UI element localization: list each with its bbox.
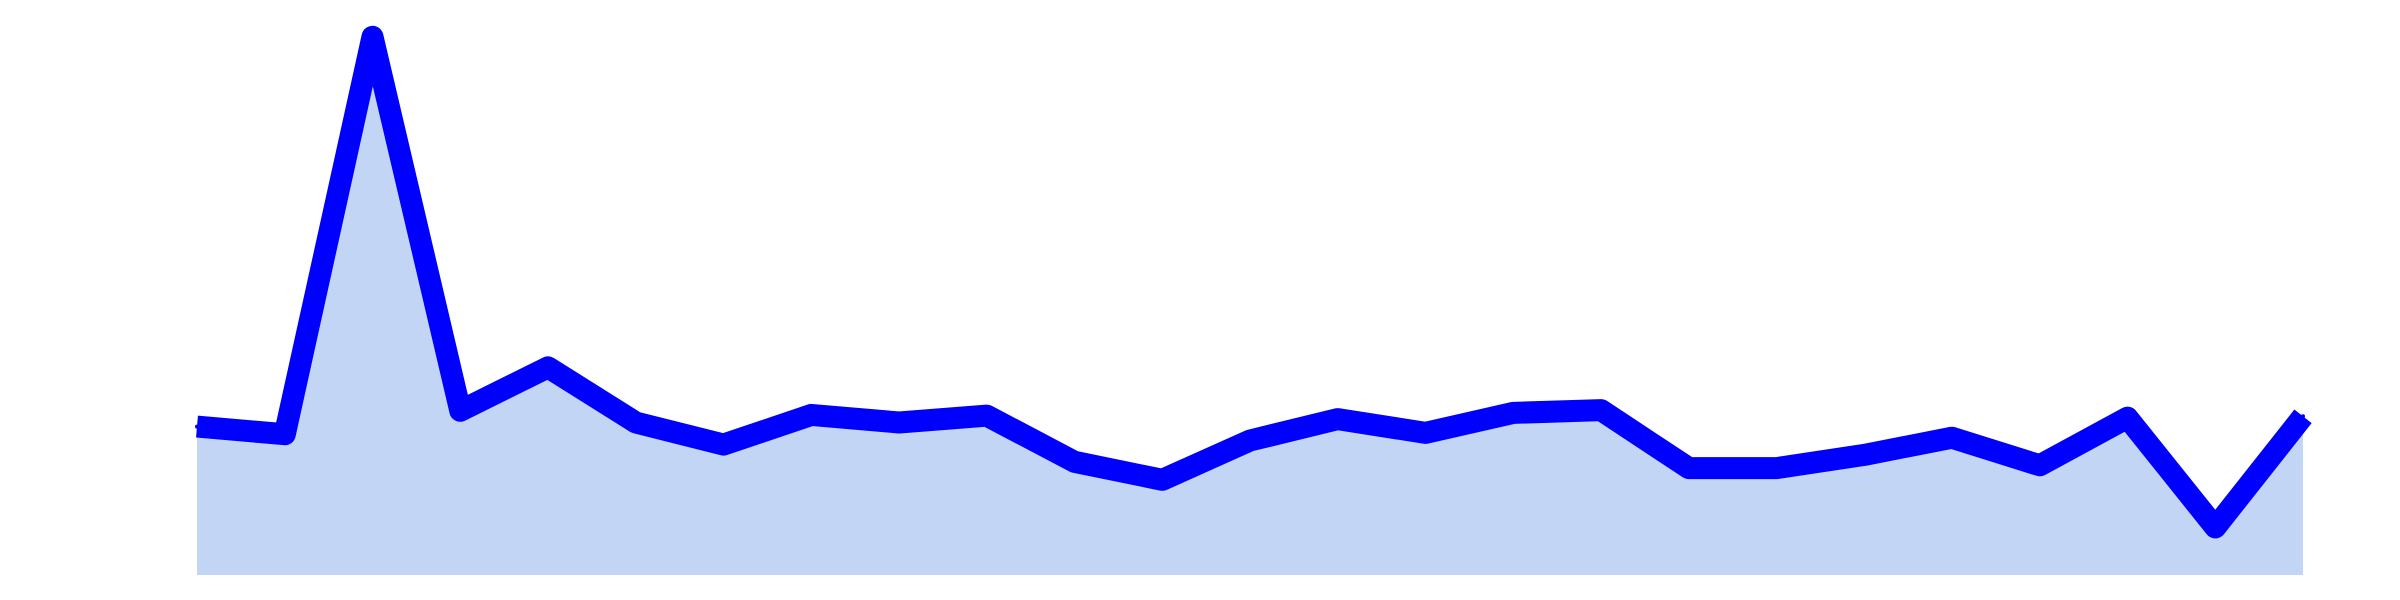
data-point <box>897 420 901 425</box>
data-point <box>1511 410 1516 415</box>
data-point <box>1160 477 1165 482</box>
data-point <box>1862 452 1867 457</box>
data-point <box>1423 430 1428 435</box>
data-point <box>1950 435 1954 440</box>
data-point <box>633 420 638 425</box>
data-point <box>458 408 463 413</box>
data-point <box>809 412 814 417</box>
data-point <box>1248 438 1252 443</box>
data-point <box>1686 466 1691 471</box>
area-fill <box>197 36 2303 576</box>
data-point <box>721 442 726 447</box>
data-point <box>2037 463 2042 468</box>
data-point <box>546 365 550 370</box>
data-point <box>984 413 989 418</box>
data-point <box>1774 466 1779 471</box>
data-point <box>1072 459 1077 464</box>
data-point <box>195 424 199 429</box>
data-point <box>282 432 287 437</box>
data-point <box>2213 525 2218 530</box>
data-point <box>1599 408 1603 413</box>
data-point <box>2125 415 2130 420</box>
data-point <box>370 34 375 39</box>
data-point <box>1335 417 1340 422</box>
data-point <box>2301 414 2305 419</box>
